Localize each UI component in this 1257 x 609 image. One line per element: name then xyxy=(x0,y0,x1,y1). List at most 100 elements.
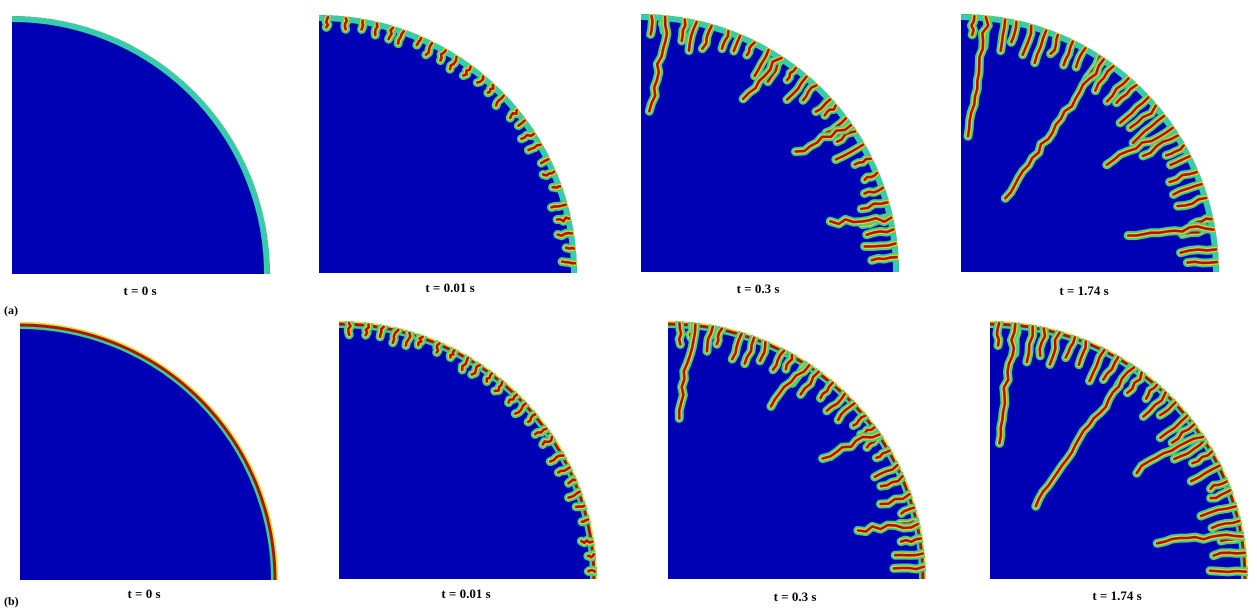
finger-core xyxy=(1158,401,1177,417)
finger-core xyxy=(743,336,756,365)
finger-core xyxy=(485,372,493,383)
finger-core xyxy=(1025,325,1034,364)
simulation-image xyxy=(339,321,597,579)
finger-core xyxy=(835,130,857,143)
finger-core xyxy=(470,363,481,376)
finger-core xyxy=(825,392,847,413)
finger-core xyxy=(879,492,911,506)
finger-core xyxy=(865,228,895,236)
finger-core xyxy=(1102,356,1120,381)
finger-core xyxy=(1155,533,1244,545)
finger-core xyxy=(541,435,554,446)
finger-core xyxy=(396,30,405,45)
simulation-content xyxy=(319,15,577,273)
finger-core xyxy=(677,322,683,346)
finger-core xyxy=(771,349,786,371)
finger-core xyxy=(794,124,853,153)
finger-core xyxy=(720,30,730,50)
finger-core xyxy=(1164,144,1185,157)
interface-rim xyxy=(20,323,277,580)
simulation-content xyxy=(641,14,899,272)
finger-core xyxy=(508,109,518,120)
interface-rim xyxy=(12,17,269,274)
finger-core xyxy=(391,328,400,344)
finger-core xyxy=(834,143,865,161)
simulation-content xyxy=(668,321,926,579)
finger-core xyxy=(533,427,548,436)
simulation-image xyxy=(990,321,1248,579)
panel-a-4 xyxy=(960,13,1222,275)
simulation-content xyxy=(12,16,270,274)
panel-a-2 xyxy=(318,14,580,276)
caption-b-1: t = 0 s xyxy=(127,586,161,601)
finger-core xyxy=(860,201,889,211)
finger-core xyxy=(999,18,1007,52)
finger-core xyxy=(732,34,742,53)
caption-a-3: t = 0.3 s xyxy=(736,281,780,296)
finger-core xyxy=(648,15,669,113)
finger-core xyxy=(555,216,571,223)
finger-core xyxy=(853,157,872,166)
finger-core xyxy=(415,36,423,47)
domain-fill xyxy=(12,16,270,274)
finger-core xyxy=(541,170,556,177)
finger-core xyxy=(1128,104,1157,130)
finger-core xyxy=(1179,248,1218,254)
domain-fill xyxy=(319,15,577,273)
finger-core xyxy=(741,56,783,101)
finger-core xyxy=(517,119,526,127)
finger-core xyxy=(462,65,472,77)
finger-core xyxy=(995,321,1001,347)
finger-core xyxy=(417,335,424,347)
finger-core xyxy=(439,49,447,62)
caption-b-2: t = 0.01 s xyxy=(441,586,491,601)
finger-core xyxy=(560,260,577,265)
domain-fill xyxy=(668,321,926,579)
finger-core xyxy=(814,98,832,113)
finger-core xyxy=(680,18,687,43)
finger-core xyxy=(378,325,385,339)
finger-core xyxy=(1170,423,1196,444)
caption-a-2: t = 0.01 s xyxy=(425,280,475,295)
finger-core xyxy=(1168,170,1198,184)
caption-a-4: t = 1.74 s xyxy=(1059,283,1109,298)
simulation-image xyxy=(641,14,899,272)
finger-core xyxy=(1077,340,1088,366)
finger-core xyxy=(879,475,904,488)
finger-core xyxy=(387,26,395,41)
finger-core xyxy=(1176,196,1208,208)
domain-fill xyxy=(641,14,899,272)
finger-core xyxy=(705,325,714,353)
finger-core xyxy=(567,478,577,485)
panel-b-3 xyxy=(667,320,929,582)
finger-core xyxy=(1115,84,1138,105)
finger-core xyxy=(677,323,697,420)
finger-core xyxy=(526,413,537,424)
panel-a-1 xyxy=(11,15,273,275)
finger-core xyxy=(966,15,990,138)
finger-core xyxy=(1209,480,1228,491)
finger-core xyxy=(556,231,574,238)
finger-core xyxy=(1135,435,1205,475)
finger-core xyxy=(1189,464,1221,483)
finger-core xyxy=(870,255,898,262)
finger-core xyxy=(785,66,798,82)
finger-core xyxy=(549,454,565,463)
finger-core xyxy=(493,380,504,393)
finger-core xyxy=(1033,29,1048,64)
finger-core xyxy=(970,15,976,37)
domain-fill xyxy=(339,321,597,579)
panel-b-1 xyxy=(19,321,281,583)
finger-core xyxy=(784,353,794,371)
finger-core xyxy=(1142,391,1167,418)
finger-core xyxy=(574,504,586,509)
finger-core xyxy=(404,331,412,347)
finger-core xyxy=(448,55,458,71)
finger-core xyxy=(852,414,867,427)
domain-fill xyxy=(961,14,1219,272)
finger-core xyxy=(836,402,856,422)
finger-core xyxy=(347,321,352,337)
finger-core xyxy=(1049,33,1060,56)
finger-core xyxy=(360,19,365,31)
finger-core xyxy=(745,41,756,57)
